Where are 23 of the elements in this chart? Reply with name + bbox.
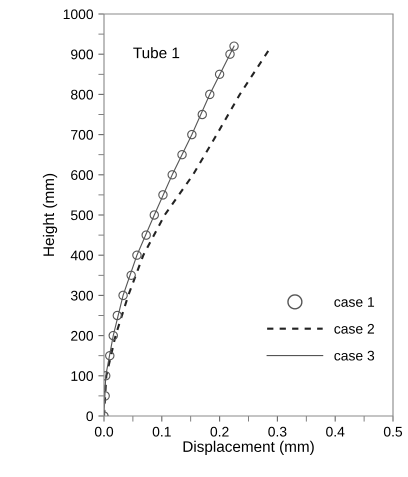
y-axis-title: Height (mm)	[42, 174, 58, 256]
y-tick-label: 800	[71, 90, 94, 100]
y-tick-label: 0	[86, 411, 94, 422]
y-tick-label: 1000	[64, 9, 94, 20]
x-tick-label: 0.3	[268, 426, 286, 437]
y-tick-label: 200	[71, 330, 94, 341]
y-tick-label: 100	[71, 371, 94, 381]
legend-label: case 1	[334, 297, 374, 307]
y-tick-label: 300	[70, 290, 94, 301]
legend-label: case 3	[334, 350, 374, 361]
x-tick-label: 0.5	[384, 426, 402, 437]
y-tick-label: 700	[71, 130, 94, 140]
x-tick-label: 0.1	[152, 426, 171, 437]
annotation: Tube 1	[133, 47, 180, 58]
x-tick-label: 0.0	[94, 426, 114, 437]
y-tick-label: 600	[71, 170, 94, 180]
x-tick-label: 0.2	[210, 426, 229, 437]
y-tick-label: 400	[70, 250, 94, 260]
y-tick-label: 500	[70, 210, 94, 220]
y-tick-label: 900	[71, 50, 94, 60]
x-axis-title: Displacement (mm)	[184, 440, 314, 455]
x-tick-label: 0.4	[326, 426, 344, 437]
legend-label: case 2	[334, 324, 374, 334]
